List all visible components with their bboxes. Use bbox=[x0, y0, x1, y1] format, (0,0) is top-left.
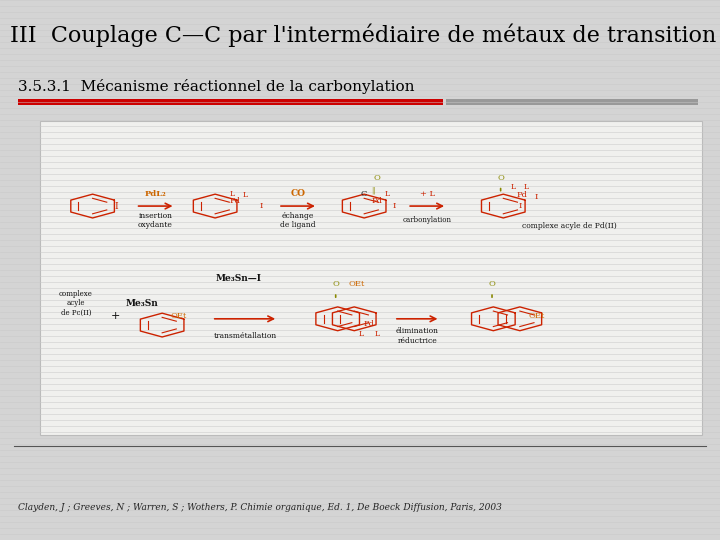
Text: I: I bbox=[535, 193, 538, 201]
Text: L: L bbox=[359, 330, 364, 339]
Text: OEt: OEt bbox=[348, 280, 364, 288]
Text: transmétallation: transmétallation bbox=[213, 332, 276, 340]
Text: OEt: OEt bbox=[171, 312, 187, 320]
Text: CO: CO bbox=[290, 189, 305, 198]
Text: Pd: Pd bbox=[516, 191, 527, 199]
Text: Pd: Pd bbox=[230, 197, 240, 205]
Text: O: O bbox=[374, 174, 381, 182]
Text: C: C bbox=[361, 190, 367, 198]
Text: Pd: Pd bbox=[364, 320, 374, 328]
Text: I: I bbox=[260, 202, 264, 210]
Bar bbox=[18, 99, 443, 105]
Bar bbox=[40, 122, 702, 435]
Text: Clayden, J ; Greeves, N ; Warren, S ; Wothers, P. Chimie organique, Ed. 1, De Bo: Clayden, J ; Greeves, N ; Warren, S ; Wo… bbox=[18, 503, 502, 512]
Text: L: L bbox=[243, 191, 248, 199]
Text: I: I bbox=[114, 201, 117, 211]
Text: ||: || bbox=[372, 186, 376, 194]
Text: complexe
acyle
de Pc(II): complexe acyle de Pc(II) bbox=[59, 290, 93, 316]
Text: III  Couplage C—C par l'intermédiaire de métaux de transition: III Couplage C—C par l'intermédiaire de … bbox=[10, 23, 716, 47]
Text: Pd: Pd bbox=[372, 197, 383, 205]
Text: I: I bbox=[392, 202, 396, 210]
Text: L: L bbox=[510, 183, 516, 191]
Text: L: L bbox=[375, 330, 380, 339]
Text: L: L bbox=[524, 183, 529, 191]
Text: échange
de ligand: échange de ligand bbox=[280, 212, 316, 229]
Text: L: L bbox=[385, 190, 390, 198]
Text: complexe acyle de Pd(II): complexe acyle de Pd(II) bbox=[522, 222, 617, 231]
Text: insertion
oxydante: insertion oxydante bbox=[138, 212, 173, 229]
Text: O: O bbox=[498, 174, 504, 182]
Text: OEt: OEt bbox=[528, 312, 544, 320]
Text: O: O bbox=[489, 280, 495, 288]
Text: élimination
réductrice: élimination réductrice bbox=[396, 327, 438, 345]
Text: +: + bbox=[111, 310, 120, 321]
Text: carbonylation: carbonylation bbox=[402, 216, 451, 224]
Text: Me₃Sn: Me₃Sn bbox=[126, 299, 158, 308]
Text: L: L bbox=[229, 190, 234, 198]
Text: 3.5.3.1  Mécanisme réactionnel de la carbonylation: 3.5.3.1 Mécanisme réactionnel de la carb… bbox=[18, 79, 415, 94]
Bar bbox=[446, 99, 698, 105]
Text: Me₃Sn—I: Me₃Sn—I bbox=[215, 274, 261, 282]
Text: I: I bbox=[519, 202, 522, 210]
Text: PdL₂: PdL₂ bbox=[145, 190, 166, 198]
Text: + L: + L bbox=[420, 190, 435, 198]
Text: O: O bbox=[332, 280, 339, 288]
